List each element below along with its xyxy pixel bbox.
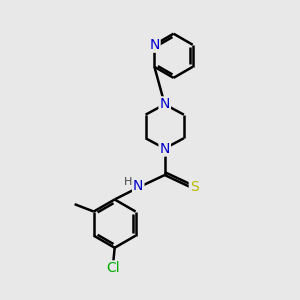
- Text: N: N: [160, 98, 170, 111]
- Text: Cl: Cl: [106, 261, 120, 275]
- Text: H: H: [124, 176, 133, 187]
- Text: N: N: [149, 38, 160, 52]
- Text: N: N: [160, 142, 170, 155]
- Text: N: N: [133, 179, 143, 193]
- Text: S: S: [190, 180, 199, 194]
